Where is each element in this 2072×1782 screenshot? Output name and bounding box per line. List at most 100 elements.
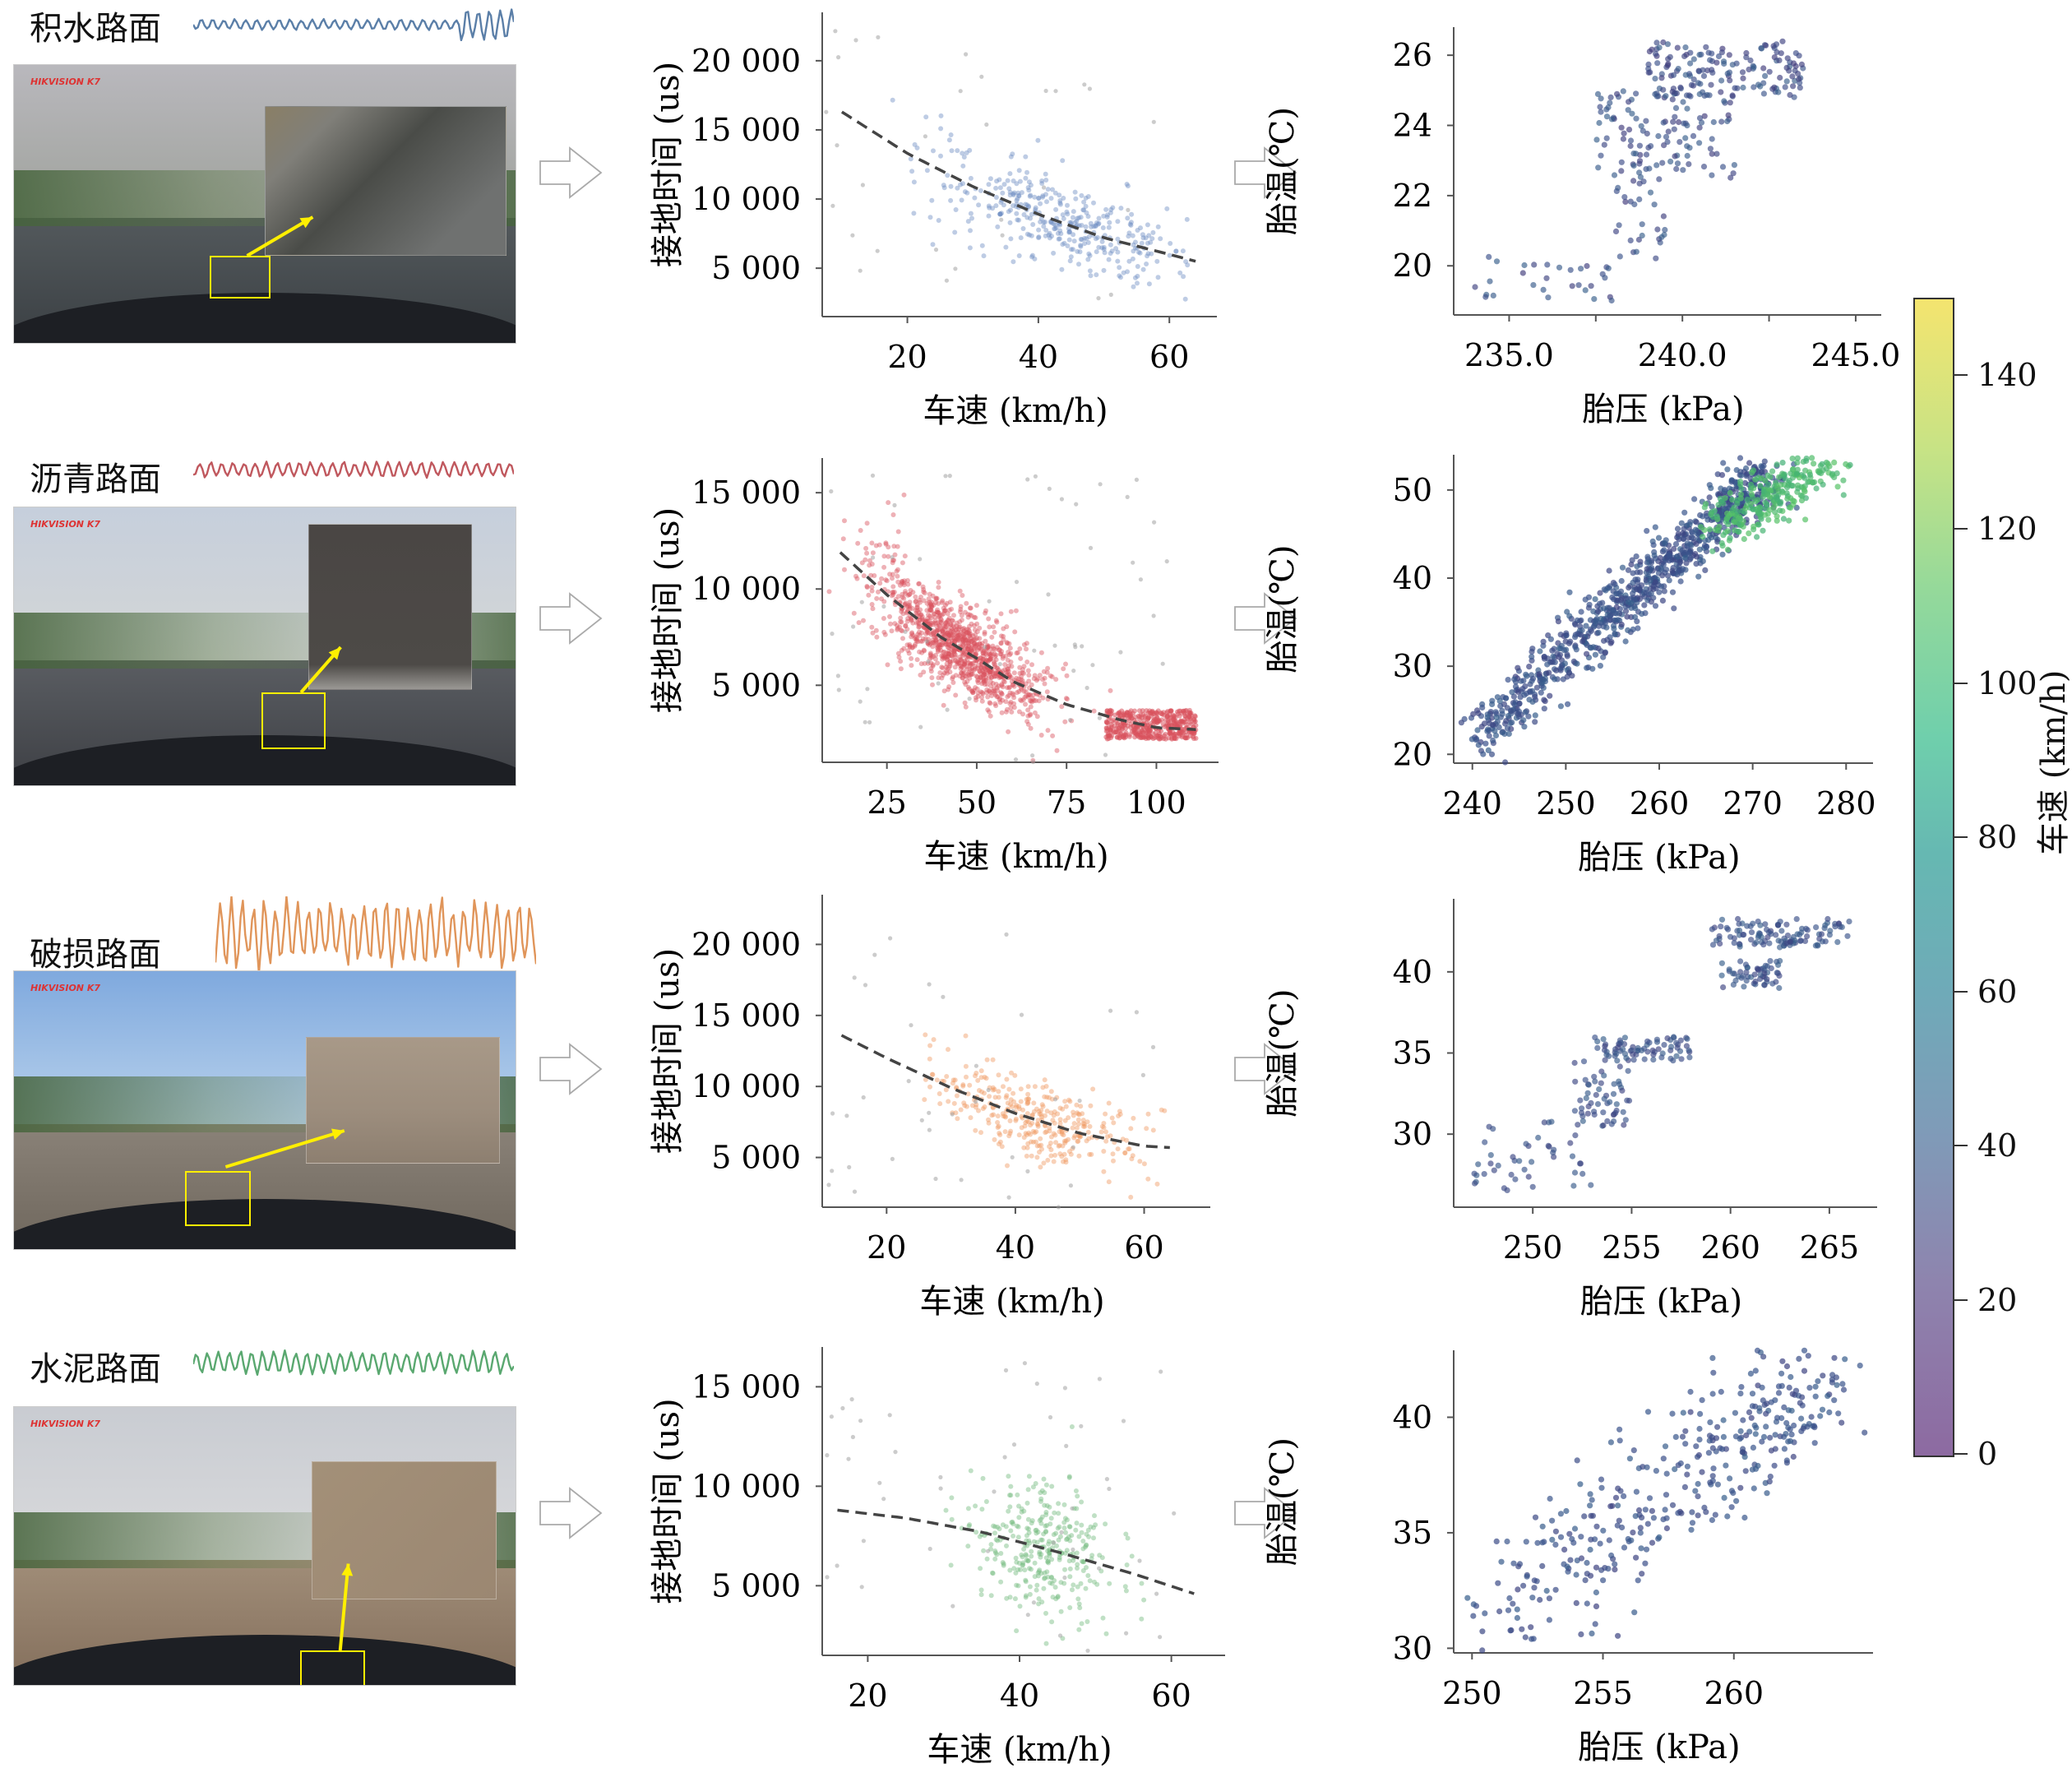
scatter-point [1788, 939, 1793, 945]
scatter-point [1740, 69, 1746, 75]
scatter-point [1154, 259, 1159, 264]
scatter-point [1193, 714, 1198, 719]
scatter-point [1805, 479, 1811, 485]
scatter-point [943, 474, 947, 478]
scatter-point [1596, 120, 1602, 126]
scatter-point [1732, 978, 1738, 984]
scatter-point [1721, 98, 1727, 104]
scatter-point [1772, 54, 1778, 60]
scatter-point [986, 617, 991, 622]
scatter-point [1095, 235, 1100, 240]
scatter-point [1050, 187, 1055, 192]
scatter-point [1124, 1589, 1129, 1594]
scatter-point [1682, 555, 1688, 561]
y-tick-label: 50 [1393, 472, 1432, 508]
scatter-point [1023, 1361, 1027, 1365]
scatter-point [863, 546, 868, 551]
scatter-point [1617, 1063, 1623, 1069]
scatter-point [1796, 76, 1801, 82]
scatter-point [1066, 1534, 1071, 1539]
scatter-point [1086, 1136, 1091, 1141]
scatter-point [1668, 1044, 1674, 1049]
scatter-point [1516, 1158, 1522, 1164]
scatter-point [1572, 1060, 1578, 1066]
scatter-point [953, 266, 957, 271]
scatter-point [1675, 45, 1681, 51]
scatter-point [1751, 64, 1756, 70]
scatter-point [1775, 962, 1781, 968]
scatter-point [1630, 1052, 1635, 1058]
scatter-point [997, 647, 1001, 652]
scatter-point [1007, 171, 1012, 176]
scatter-point [1724, 118, 1730, 124]
scatter-point [1075, 249, 1080, 254]
scatter-point [960, 664, 964, 669]
scatter-point [1734, 61, 1740, 67]
scatter-point [1018, 697, 1023, 702]
scatter-point [1075, 1585, 1080, 1590]
scatter-point [1588, 1547, 1593, 1553]
scatter-point [1019, 674, 1024, 679]
scatter-point [1122, 271, 1126, 275]
scatter-point [1530, 676, 1536, 682]
scatter-point [1487, 279, 1492, 285]
scatter-point [1045, 670, 1050, 675]
scatter-point [1011, 1155, 1015, 1159]
scatter-point [1596, 1086, 1602, 1092]
scatter-point [1017, 1106, 1022, 1111]
scatter-point [1062, 1502, 1067, 1507]
scatter-point [958, 589, 963, 594]
scatter-point [1045, 1503, 1050, 1508]
scatter-point [941, 703, 946, 708]
scatter-point [1709, 151, 1715, 157]
scatter-point [1600, 1122, 1606, 1128]
scatter-point [1664, 1035, 1670, 1041]
scatter-point [1620, 565, 1626, 571]
scatter-point [1071, 247, 1075, 252]
scatter-point [1844, 933, 1850, 939]
scatter-point [1137, 717, 1142, 722]
scatter-point [1767, 507, 1773, 513]
scatter-point [1740, 1417, 1746, 1423]
scatter-point [1737, 958, 1743, 964]
scatter-point [1149, 236, 1154, 241]
scatter-point [1640, 128, 1646, 134]
scatter-point [944, 1087, 949, 1092]
scatter-point [1044, 1641, 1049, 1646]
scatter-point [992, 1530, 997, 1535]
scatter-point [1553, 1587, 1559, 1593]
scatter-point [892, 590, 897, 595]
y-axis-label: 胎温(℃) [1264, 1437, 1302, 1566]
scatter-point [1542, 654, 1547, 660]
scatter-point [1006, 650, 1011, 655]
flow-arrow-icon [539, 1487, 604, 1539]
scatter-point [1016, 1515, 1021, 1520]
scatter-point [1774, 496, 1780, 502]
scatter-point [974, 603, 979, 608]
scatter-point [1131, 257, 1135, 262]
scatter-point [1011, 1521, 1015, 1526]
scatter-point [881, 1497, 886, 1501]
scatter-point [1827, 932, 1833, 937]
scatter-point [994, 618, 999, 623]
scatter-point [1020, 1125, 1024, 1130]
x-axis-label: 车速 (km/h) [919, 1283, 1104, 1321]
scatter-point [826, 1183, 830, 1187]
scatter-point [1732, 86, 1737, 91]
scatter-point [1155, 1182, 1160, 1187]
scatter-point [950, 628, 955, 633]
scatter-point [1024, 170, 1029, 175]
scatter-point [1756, 521, 1762, 527]
scatter-point [1183, 297, 1188, 302]
x-tick-label: 250 [1503, 1229, 1563, 1266]
scatter-point [1578, 1632, 1584, 1637]
scatter-point [898, 619, 903, 624]
scatter-point [1502, 759, 1508, 765]
scatter-point [1738, 1428, 1744, 1434]
scatter-point [988, 714, 993, 719]
scatter-point [1738, 492, 1744, 498]
scatter-point [1145, 241, 1150, 246]
scatter-point [1071, 1146, 1075, 1150]
scatter-point [1103, 1112, 1108, 1117]
